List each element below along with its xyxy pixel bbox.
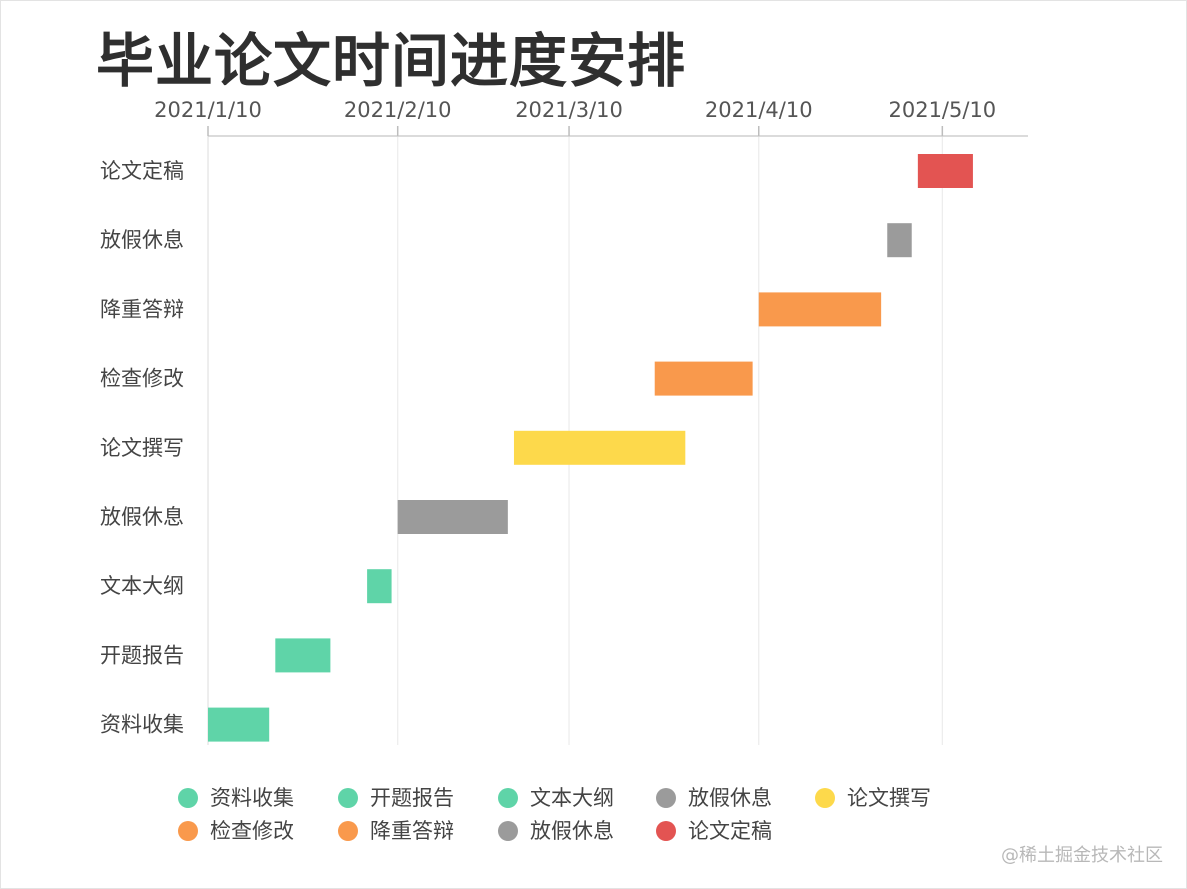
category-label: 论文撰写 — [100, 436, 184, 460]
grid-lines — [207, 136, 943, 745]
x-axis: 2021/1/10 2021/2/10 2021/3/10 2021/4/10 2021… — [154, 98, 1028, 137]
task-bar — [654, 361, 753, 396]
x-tick-label: 2021/2/10 — [344, 98, 452, 122]
category-label: 检查修改 — [100, 367, 184, 391]
category-label: 资料收集 — [100, 713, 184, 737]
task-bar — [887, 223, 912, 258]
task-bar — [758, 292, 882, 327]
legend-swatch — [656, 788, 676, 808]
task-bar — [513, 430, 686, 465]
x-tick-label: 2021/5/10 — [888, 98, 996, 122]
legend-label: 检查修改 — [210, 819, 294, 843]
legend-label: 文本大纲 — [530, 786, 614, 810]
x-tick-label: 2021/3/10 — [515, 98, 623, 122]
watermark: @稀土掘金技术社区 — [1001, 845, 1163, 866]
category-label: 论文定稿 — [100, 159, 184, 183]
legend-swatch — [498, 821, 518, 841]
legend-swatch — [338, 821, 358, 841]
task-bar — [275, 638, 331, 673]
legend-label: 放假休息 — [688, 786, 772, 810]
legend-swatch — [178, 788, 198, 808]
task-bars — [208, 154, 973, 742]
legend-swatch — [178, 821, 198, 841]
legend-label: 资料收集 — [210, 786, 294, 810]
category-label: 放假休息 — [100, 505, 184, 529]
category-label: 降重答辩 — [100, 297, 184, 321]
legend-label: 论文定稿 — [688, 819, 772, 843]
legend-label: 降重答辩 — [370, 819, 454, 843]
task-bar — [917, 154, 973, 188]
legend-swatch — [656, 821, 676, 841]
category-label: 文本大纲 — [100, 574, 184, 598]
category-label: 开题报告 — [100, 643, 184, 667]
legend-swatch — [498, 788, 518, 808]
task-bar — [367, 569, 392, 604]
task-bar — [208, 707, 270, 742]
legend-swatch — [338, 788, 358, 808]
task-bar — [397, 500, 508, 534]
legend-swatch — [815, 788, 835, 808]
x-tick-label: 2021/4/10 — [705, 98, 813, 122]
category-label: 放假休息 — [100, 228, 184, 252]
x-tick-label: 2021/1/10 — [154, 98, 262, 122]
legend-label: 开题报告 — [370, 786, 454, 810]
chart-title: 毕业论文时间进度安排 — [96, 27, 687, 95]
legend-label: 放假休息 — [530, 819, 614, 843]
legend-label: 论文撰写 — [847, 786, 931, 810]
